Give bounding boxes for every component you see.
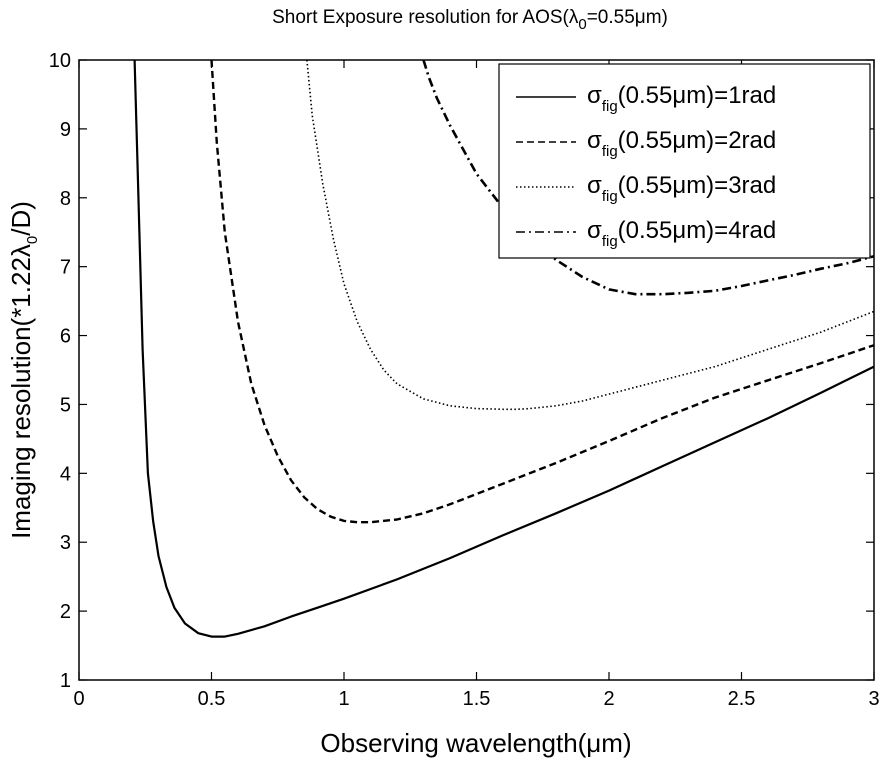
ylabel-suffix: /D)	[6, 201, 36, 236]
series-line-2	[210, 60, 874, 524]
y-tick-label: 3	[60, 532, 71, 554]
legend-sub-1: fig	[602, 98, 618, 115]
y-tick-label: 1	[60, 670, 71, 692]
legend-sub-2: fig	[602, 143, 618, 160]
legend-sigma-4: σ	[587, 217, 602, 244]
legend-sigma-2: σ	[587, 127, 602, 154]
title-suffix: =0.55μm)	[587, 7, 668, 28]
y-tick-label: 7	[60, 257, 71, 279]
ylabel-sub: 0	[24, 236, 41, 244]
y-tick-label: 6	[60, 326, 71, 348]
legend-label-1: σfig(0.55μm)=1rad	[587, 82, 776, 115]
x-axis-label: Observing wavelength(μm)	[320, 728, 631, 758]
legend-label-3: σfig(0.55μm)=3rad	[587, 172, 776, 205]
x-tick-label: 0.5	[198, 688, 226, 710]
legend-entry-3: σfig(0.55μm)=3rad	[516, 172, 776, 205]
y-axis-ticks: 1 2 3 4 5 6 7 8 9 10	[49, 50, 874, 692]
title-sub: 0	[578, 16, 586, 33]
ylabel-lambda: λ	[6, 244, 36, 257]
x-tick-label: 2.5	[728, 688, 756, 710]
legend-sub-3: fig	[602, 188, 618, 205]
y-tick-label: 10	[49, 50, 71, 72]
legend-label-4: σfig(0.55μm)=4rad	[587, 217, 776, 250]
y-axis-label: Imaging resolution(*1.22λ0/D)	[6, 201, 41, 539]
legend-label-2: σfig(0.55μm)=2rad	[587, 127, 776, 160]
ylabel-prefix: Imaging resolution(*1.22	[6, 257, 36, 539]
legend-rest-1: (0.55μm)=1rad	[618, 82, 777, 109]
legend-entry-1: σfig(0.55μm)=1rad	[516, 82, 776, 115]
legend-rest-4: (0.55μm)=4rad	[618, 217, 777, 244]
x-tick-label: 2	[603, 688, 614, 710]
chart-title: Short Exposure resolution for AOS(λ0=0.5…	[272, 7, 668, 33]
y-tick-label: 9	[60, 119, 71, 141]
legend: σfig(0.55μm)=1rad σfig(0.55μm)=2rad σfig…	[498, 63, 871, 259]
legend-entry-4: σfig(0.55μm)=4rad	[516, 217, 776, 250]
y-tick-label: 2	[60, 601, 71, 623]
legend-rest-3: (0.55μm)=3rad	[618, 172, 777, 199]
x-tick-label: 0	[73, 688, 84, 710]
legend-sub-4: fig	[602, 233, 618, 250]
y-tick-label: 8	[60, 188, 71, 210]
title-lambda: λ	[569, 7, 579, 28]
series-line-4	[422, 60, 874, 296]
legend-entry-2: σfig(0.55μm)=2rad	[516, 127, 776, 160]
title-prefix: Short Exposure resolution for AOS(	[272, 7, 569, 28]
series-line-3	[306, 60, 874, 411]
legend-rest-2: (0.55μm)=2rad	[618, 127, 777, 154]
series-lines	[133, 60, 874, 638]
x-axis-ticks: 0 0.5 1 1.5 2 2.5 3	[73, 60, 880, 710]
legend-sigma-1: σ	[587, 82, 602, 109]
y-tick-label: 4	[60, 463, 71, 485]
legend-sigma-3: σ	[587, 172, 602, 199]
series-line-1	[133, 60, 874, 638]
x-tick-label: 3	[868, 688, 879, 710]
x-tick-label: 1	[338, 688, 349, 710]
x-tick-label: 1.5	[463, 688, 491, 710]
y-tick-label: 5	[60, 394, 71, 416]
